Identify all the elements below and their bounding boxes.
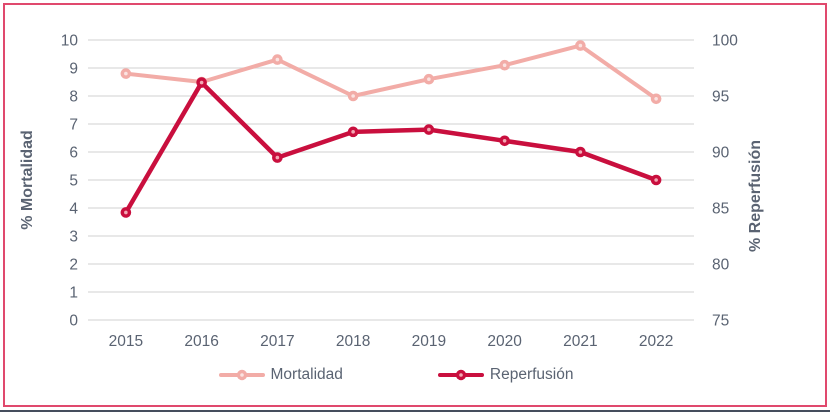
legend-label-mortalidad: Mortalidad: [270, 366, 343, 383]
left-axis-tick-label: 2: [69, 257, 78, 274]
data-point-center: [427, 127, 431, 132]
mortalidad-line-marker-icon: [218, 369, 265, 381]
x-axis-tick-label: 2020: [487, 333, 522, 350]
left-axis-tick-label: 5: [69, 173, 78, 190]
data-point-center: [654, 178, 658, 182]
left-axis-tick-label: 8: [69, 89, 78, 106]
x-axis-tick-label: 2019: [412, 333, 446, 350]
data-point-center: [578, 43, 583, 48]
legend: Mortalidad Reperfusión: [0, 366, 811, 384]
left-axis-tick-label: 10: [61, 33, 79, 50]
data-point-center: [578, 150, 583, 154]
data-point-center: [124, 210, 128, 215]
right-axis-tick-label: 80: [712, 257, 730, 274]
data-point-center: [199, 80, 204, 85]
data-point-center: [351, 130, 355, 134]
legend-label-reperfusion: Reperfusión: [489, 366, 574, 383]
data-point-center: [275, 155, 280, 160]
legend-item-mortalidad: Mortalidad: [218, 366, 343, 384]
right-axis-tick-label: 95: [712, 89, 729, 106]
x-axis-tick-label: 2017: [260, 333, 294, 350]
x-axis-tick-label: 2015: [109, 333, 143, 350]
x-axis-tick-label: 2016: [184, 333, 218, 350]
data-point-center: [502, 63, 507, 67]
right-axis-tick-label: 90: [712, 145, 730, 162]
series-line-mortalidad: [123, 43, 659, 101]
x-axis-tick-label: 2022: [639, 333, 673, 350]
left-axis-tick-label: 0: [69, 313, 78, 330]
data-point-center: [654, 97, 658, 101]
right-axis-tick-label: 75: [712, 313, 729, 330]
reperfusion-line-marker-icon: [437, 369, 484, 381]
series-line-reperfusión: [123, 80, 659, 215]
data-point-center: [124, 71, 128, 76]
right-axis-tick-label: 85: [712, 201, 729, 218]
x-axis-tick-label: 2018: [336, 333, 370, 350]
data-point-center: [427, 77, 431, 81]
left-axis-tick-label: 7: [69, 117, 78, 134]
x-axis-tick-label: 2021: [563, 333, 597, 350]
left-axis-tick-label: 1: [69, 285, 78, 302]
right-axis-title: % Reperfusión: [747, 139, 764, 253]
legend-item-reperfusion: Reperfusión: [437, 366, 574, 384]
left-axis-tick-label: 4: [69, 201, 78, 218]
data-point-center: [502, 139, 507, 143]
data-point-center: [351, 94, 355, 98]
right-axis-tick-label: 100: [712, 33, 738, 50]
data-point-center: [275, 57, 280, 62]
left-axis-tick-label: 6: [69, 145, 78, 162]
left-axis-title: % Mortalidad: [19, 130, 36, 230]
left-axis-tick-label: 3: [69, 229, 78, 246]
bottom-edge-strip: [0, 410, 830, 412]
left-axis-tick-label: 9: [69, 61, 78, 78]
